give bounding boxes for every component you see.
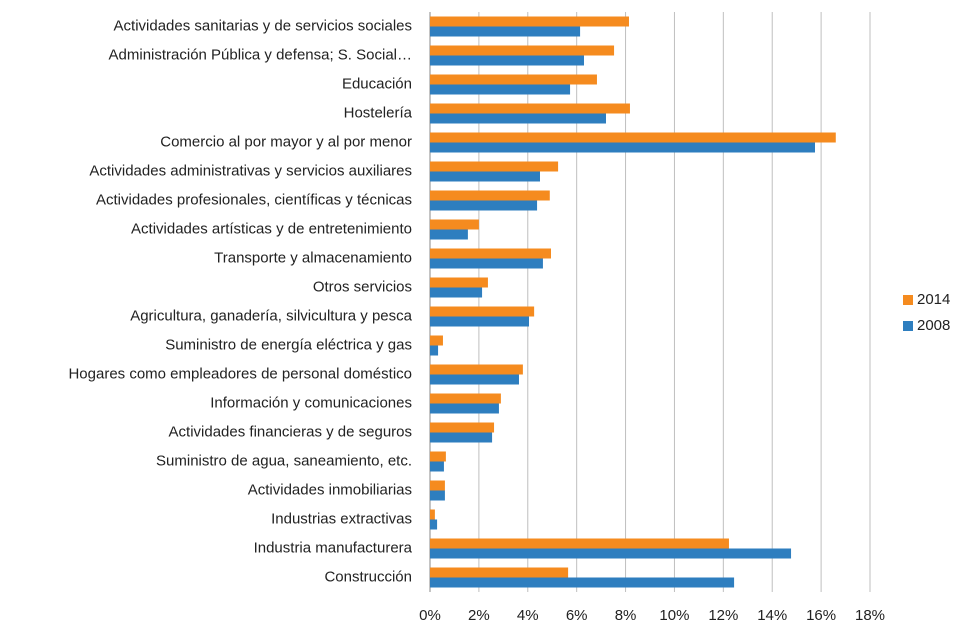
bar xyxy=(430,74,597,85)
bar xyxy=(430,103,630,114)
y-tick-label: Industrias extractivas xyxy=(271,510,412,527)
y-tick-label: Administración Pública y defensa; S. Soc… xyxy=(109,46,412,63)
y-tick-label: Hogares como empleadores de personal dom… xyxy=(68,365,412,382)
bar xyxy=(430,16,629,27)
y-tick-label: Actividades artísticas y de entretenimie… xyxy=(131,220,412,237)
y-tick-label: Otros servicios xyxy=(313,278,412,295)
bar xyxy=(430,248,551,259)
bar xyxy=(430,229,468,240)
y-tick-label: Actividades inmobiliarias xyxy=(248,481,412,498)
bar xyxy=(430,316,529,327)
bar xyxy=(430,258,543,269)
bar xyxy=(430,190,550,201)
y-tick-label: Suministro de agua, saneamiento, etc. xyxy=(156,452,412,469)
x-tick-label: 6% xyxy=(566,607,588,624)
y-tick-label: Actividades sanitarias y de servicios so… xyxy=(114,17,412,34)
bar xyxy=(430,432,493,443)
bar xyxy=(430,171,540,182)
bar xyxy=(430,364,523,375)
y-tick-label: Actividades financieras y de seguros xyxy=(169,423,412,440)
bar xyxy=(430,55,584,66)
bar xyxy=(430,480,445,491)
bar xyxy=(430,200,538,211)
bar xyxy=(430,287,483,298)
y-tick-label: Suministro de energía eléctrica y gas xyxy=(165,336,412,353)
bar xyxy=(430,113,606,124)
bar xyxy=(430,422,495,433)
y-tick-label: Información y comunicaciones xyxy=(210,394,412,411)
x-tick-label: 10% xyxy=(659,607,689,624)
bar xyxy=(430,519,438,530)
bar xyxy=(430,548,792,559)
bar xyxy=(430,219,479,230)
x-tick-label: 16% xyxy=(806,607,836,624)
x-tick-label: 2% xyxy=(468,607,490,624)
bar xyxy=(430,142,815,153)
y-tick-label: Educación xyxy=(342,75,412,92)
x-tick-label: 14% xyxy=(757,607,787,624)
bar xyxy=(430,393,501,404)
x-tick-label: 0% xyxy=(419,607,441,624)
y-tick-label: Agricultura, ganadería, silvicultura y p… xyxy=(130,307,412,324)
bar xyxy=(430,277,488,288)
bar xyxy=(430,345,439,356)
legend-swatch xyxy=(903,321,913,331)
bar xyxy=(430,335,443,346)
y-tick-label: Industria manufacturera xyxy=(254,539,413,556)
bar xyxy=(430,451,446,462)
y-tick-label: Comercio al por mayor y al por menor xyxy=(160,133,412,150)
y-tick-label: Hostelería xyxy=(344,104,413,121)
legend-label: 2008 xyxy=(917,317,950,334)
x-tick-label: 12% xyxy=(708,607,738,624)
bar xyxy=(430,538,729,549)
legend-label: 2014 xyxy=(917,291,950,308)
bar xyxy=(430,577,735,588)
x-tick-label: 18% xyxy=(855,607,885,624)
x-tick-label: 4% xyxy=(517,607,539,624)
bar xyxy=(430,45,615,56)
bar xyxy=(430,509,435,520)
bar xyxy=(430,374,519,385)
bar xyxy=(430,490,445,501)
y-tick-label: Actividades profesionales, científicas y… xyxy=(96,191,412,208)
bar xyxy=(430,306,535,317)
legend-swatch xyxy=(903,295,913,305)
y-tick-label: Actividades administrativas y servicios … xyxy=(89,162,412,179)
y-tick-label: Transporte y almacenamiento xyxy=(214,249,412,266)
bar xyxy=(430,403,499,414)
bar xyxy=(430,567,569,578)
bar xyxy=(430,26,581,37)
bar xyxy=(430,84,571,95)
y-tick-label: Construcción xyxy=(324,568,412,585)
x-tick-label: 8% xyxy=(615,607,637,624)
bar xyxy=(430,461,444,472)
bar xyxy=(430,132,836,143)
bar xyxy=(430,161,559,172)
